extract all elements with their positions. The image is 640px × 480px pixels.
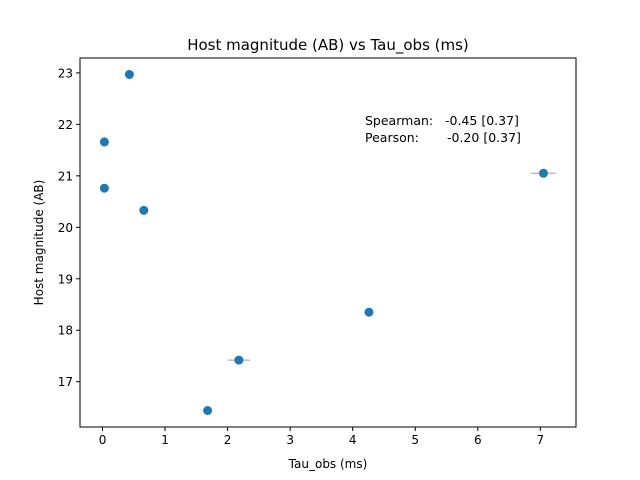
data-point (139, 205, 149, 215)
data-point (234, 355, 244, 365)
x-tick-label: 2 (224, 433, 232, 447)
data-point (99, 137, 109, 147)
x-tick-label: 5 (411, 433, 419, 447)
plot-frame (79, 57, 577, 428)
y-tick-label: 17 (58, 375, 73, 389)
x-axis-label: Tau_obs (ms) (288, 457, 368, 471)
y-tick-label: 22 (58, 118, 73, 132)
spearman-value: -0.45 [0.37] (445, 113, 519, 128)
x-tick-label: 0 (99, 433, 107, 447)
x-tick-label: 7 (537, 433, 545, 447)
y-tick-label: 23 (58, 66, 73, 80)
x-tick-label: 4 (349, 433, 357, 447)
correlation-annotation: Spearman: -0.45 [0.37] Pearson: -0.20 [0… (365, 113, 521, 145)
x-tick-label: 6 (474, 433, 482, 447)
pearson-label: Pearson: (365, 130, 419, 145)
y-axis: 17 18 19 20 21 22 23 (58, 66, 80, 389)
chart-title: Host magnitude (AB) vs Tau_obs (ms) (187, 36, 469, 55)
y-tick-label: 19 (58, 272, 73, 286)
plot-layer (99, 69, 556, 416)
data-point (203, 406, 213, 416)
data-point (99, 183, 109, 193)
pearson-value: -0.20 [0.37] (447, 130, 521, 145)
y-axis-label: Host magnitude (AB) (32, 180, 46, 306)
x-tick-label: 3 (286, 433, 294, 447)
data-point (124, 69, 134, 79)
x-tick-label: 1 (161, 433, 169, 447)
y-tick-label: 20 (58, 221, 73, 235)
x-axis: 0 1 2 3 4 5 6 7 (99, 427, 544, 447)
data-point (538, 168, 548, 178)
y-tick-label: 21 (58, 169, 73, 183)
spearman-label: Spearman: (365, 113, 433, 128)
y-tick-label: 18 (58, 324, 73, 338)
data-point (364, 307, 374, 317)
